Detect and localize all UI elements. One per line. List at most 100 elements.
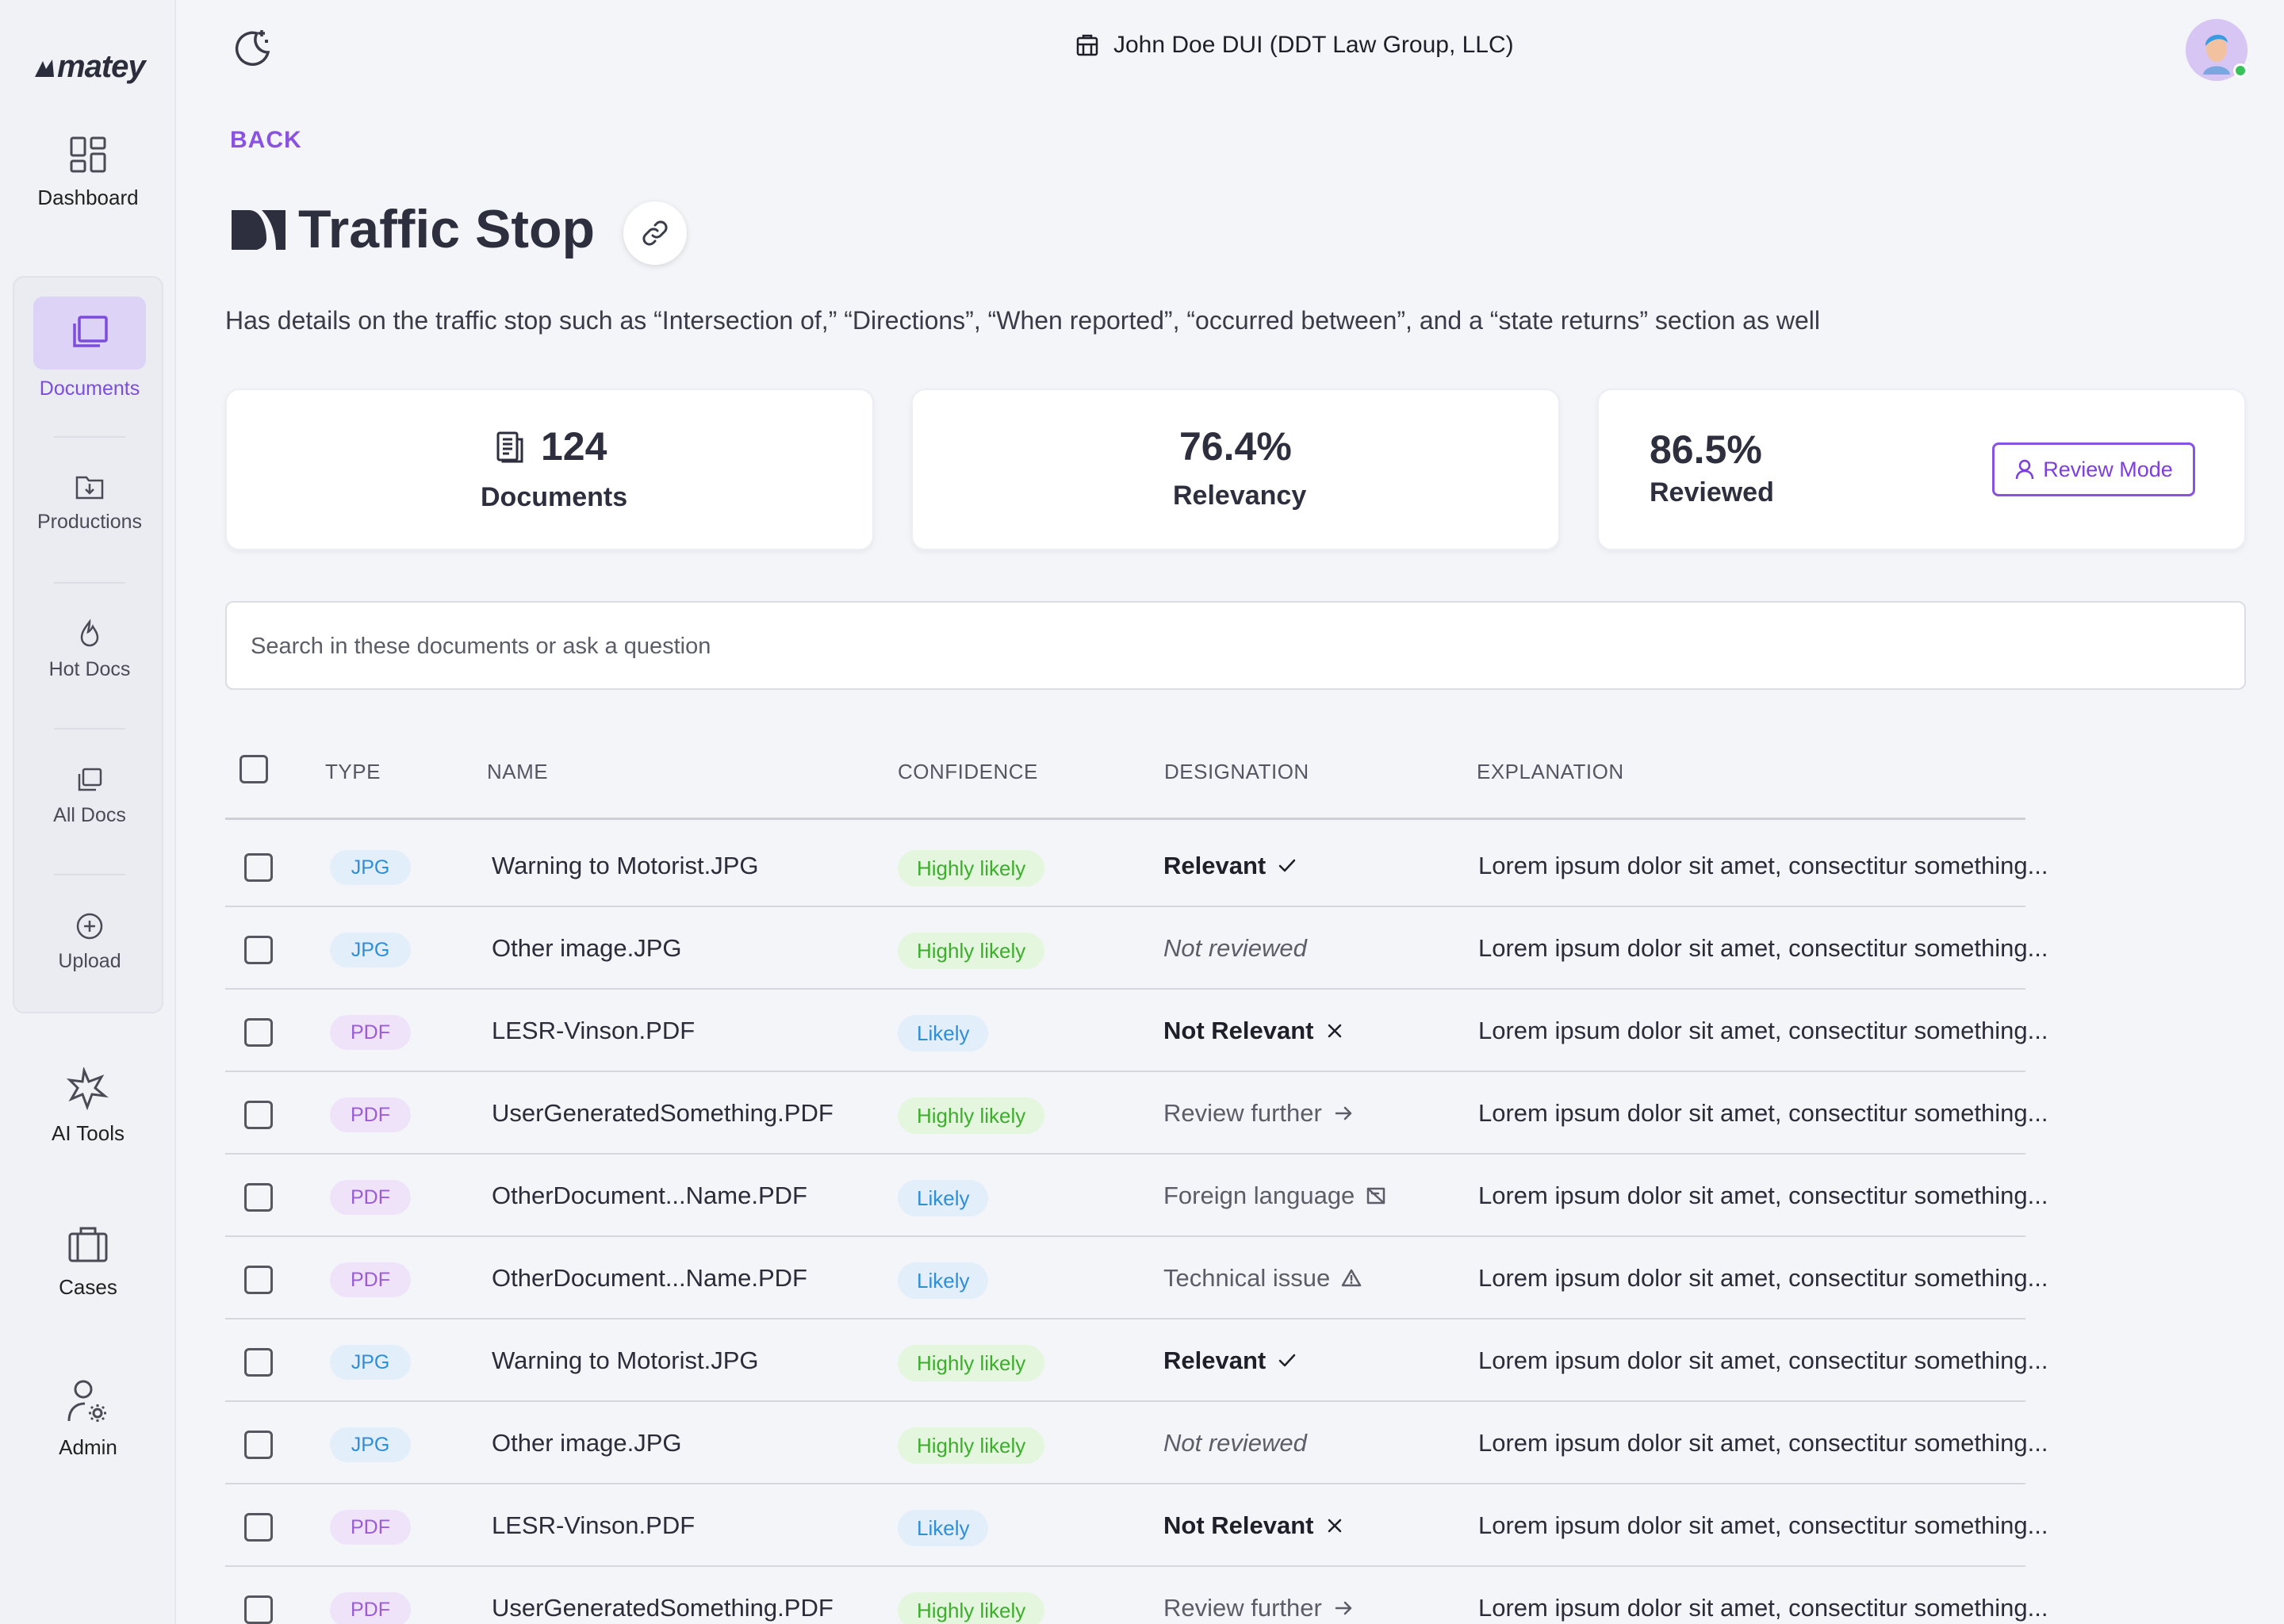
row-checkbox[interactable]	[244, 936, 273, 964]
document-name-link[interactable]: UserGeneratedSomething.PDF	[492, 1594, 834, 1622]
table-row[interactable]: JPG Other image.JPG Highly likely Not revie…	[225, 907, 2048, 990]
divider	[54, 436, 125, 438]
row-checkbox[interactable]	[244, 1266, 273, 1294]
designation-selector[interactable]: Relevant	[1163, 1346, 1297, 1375]
row-checkbox[interactable]	[244, 853, 273, 882]
table-row[interactable]: PDF LESR-Vinson.PDF Likely Not Relevant Lore…	[225, 990, 2048, 1072]
designation-selector[interactable]: Not reviewed	[1163, 934, 1307, 963]
sidebar-item-admin[interactable]: Admin	[0, 1378, 176, 1460]
select-all-checkbox[interactable]	[240, 755, 268, 783]
confidence-badge: Highly likely	[898, 1345, 1045, 1381]
column-header-confidence[interactable]: CONFIDENCE	[898, 760, 1038, 783]
table-row[interactable]: PDF LESR-Vinson.PDF Likely Not Relevant Lore…	[225, 1484, 2048, 1567]
file-type-badge: PDF	[330, 1015, 411, 1050]
document-name-link[interactable]: Warning to Motorist.JPG	[492, 1346, 759, 1374]
sidebar-item-all-docs[interactable]: All Docs	[14, 764, 165, 827]
row-checkbox[interactable]	[244, 1431, 273, 1459]
reviewed-value: 86.5%	[1650, 427, 1762, 472]
table-row[interactable]: JPG Other image.JPG Highly likely Not revie…	[225, 1402, 2048, 1484]
document-count-icon	[496, 431, 523, 463]
user-icon	[2015, 459, 2034, 480]
table-row[interactable]: JPG Warning to Motorist.JPG Highly likely R…	[225, 1320, 2048, 1402]
document-name-link[interactable]: LESR-Vinson.PDF	[492, 1511, 696, 1539]
close-icon	[1328, 1519, 1342, 1533]
dark-mode-toggle[interactable]	[230, 25, 274, 70]
reviewed-stat-card: 86.5% Reviewed	[1597, 389, 2246, 550]
row-checkbox[interactable]	[244, 1018, 273, 1047]
column-header-explanation[interactable]: EXPLANATION	[1477, 760, 1624, 783]
document-name-link[interactable]: Other image.JPG	[492, 1429, 682, 1457]
explanation-text: Lorem ipsum dolor sit amet, consectitur …	[1478, 1594, 2048, 1622]
table-row[interactable]: PDF UserGeneratedSomething.PDF Highly like…	[225, 1567, 2048, 1624]
avatar-image-icon	[2186, 19, 2248, 81]
confidence-badge: Highly likely	[898, 850, 1045, 887]
sidebar-item-dashboard[interactable]: Dashboard	[0, 135, 176, 210]
back-link[interactable]: BACK	[230, 127, 302, 153]
document-name-link[interactable]: Warning to Motorist.JPG	[492, 852, 759, 879]
row-checkbox[interactable]	[244, 1101, 273, 1129]
ai-tools-icon	[67, 1067, 109, 1110]
search-input[interactable]	[251, 626, 2154, 666]
file-type-badge: PDF	[330, 1592, 411, 1624]
copy-link-button[interactable]	[623, 201, 687, 265]
document-name-link[interactable]: UserGeneratedSomething.PDF	[492, 1099, 834, 1127]
warning-icon	[1341, 1269, 1362, 1287]
designation-selector[interactable]: Not Relevant	[1163, 1017, 1345, 1045]
upload-icon	[76, 913, 103, 940]
designation-label: Not reviewed	[1163, 1429, 1307, 1457]
divider	[54, 582, 125, 584]
case-selector[interactable]: John Doe DUI (DDT Law Group, LLC)	[1075, 32, 1514, 59]
page-title: Traffic Stop	[230, 198, 595, 260]
sidebar-item-label: All Docs	[53, 804, 126, 826]
row-checkbox[interactable]	[244, 1348, 273, 1377]
confidence-badge: Likely	[898, 1262, 989, 1299]
file-type-badge: PDF	[330, 1262, 411, 1297]
sidebar-item-upload[interactable]: Upload	[14, 910, 165, 973]
sidebar-item-hot-docs[interactable]: Hot Docs	[14, 619, 165, 681]
designation-selector[interactable]: Not reviewed	[1163, 1429, 1307, 1457]
relevancy-label: Relevancy	[1173, 481, 1307, 511]
sidebar-item-label: Dashboard	[37, 186, 139, 209]
sidebar-item-documents[interactable]: Documents	[14, 297, 165, 400]
avatar[interactable]	[2186, 19, 2248, 81]
designation-selector[interactable]: Foreign language	[1163, 1182, 1386, 1210]
designation-label: Relevant	[1163, 1346, 1267, 1374]
sidebar-item-cases[interactable]: Cases	[0, 1224, 176, 1300]
confidence-badge: Likely	[898, 1510, 989, 1546]
explanation-text: Lorem ipsum dolor sit amet, consectitur …	[1478, 1429, 2048, 1457]
designation-selector[interactable]: Technical issue	[1163, 1264, 1362, 1293]
designation-selector[interactable]: Not Relevant	[1163, 1511, 1345, 1540]
explanation-text: Lorem ipsum dolor sit amet, consectitur …	[1478, 1511, 2048, 1539]
designation-label: Technical issue	[1163, 1264, 1331, 1292]
explanation-text: Lorem ipsum dolor sit amet, consectitur …	[1478, 1182, 2048, 1209]
sidebar-item-productions[interactable]: Productions	[14, 471, 165, 534]
designation-selector[interactable]: Review further	[1163, 1099, 1354, 1128]
designation-selector[interactable]: Review further	[1163, 1594, 1354, 1622]
document-name-link[interactable]: OtherDocument...Name.PDF	[492, 1182, 807, 1209]
confidence-badge: Highly likely	[898, 1097, 1045, 1134]
designation-label: Review further	[1163, 1099, 1322, 1127]
admin-icon	[67, 1380, 106, 1422]
column-header-designation[interactable]: DESIGNATION	[1164, 760, 1309, 783]
documents-icon	[73, 316, 108, 347]
column-header-name[interactable]: NAME	[487, 760, 549, 783]
document-name-link[interactable]: Other image.JPG	[492, 934, 682, 962]
designation-selector[interactable]: Relevant	[1163, 852, 1297, 880]
app-logo[interactable]: matey	[33, 49, 146, 85]
row-checkbox[interactable]	[244, 1513, 273, 1542]
confidence-badge: Likely	[898, 1015, 989, 1051]
column-header-type[interactable]: TYPE	[325, 760, 381, 783]
confidence-badge: Highly likely	[898, 933, 1045, 969]
row-checkbox[interactable]	[244, 1595, 273, 1624]
table-row[interactable]: JPG Warning to Motorist.JPG Highly likely R…	[225, 825, 2048, 907]
document-name-link[interactable]: LESR-Vinson.PDF	[492, 1017, 696, 1044]
table-row[interactable]: PDF UserGeneratedSomething.PDF Highly like…	[225, 1072, 2048, 1155]
review-mode-button[interactable]: Review Mode	[1992, 442, 2195, 496]
review-mode-label: Review Mode	[2043, 457, 2173, 481]
document-name-link[interactable]: OtherDocument...Name.PDF	[492, 1264, 807, 1292]
row-checkbox[interactable]	[244, 1183, 273, 1212]
sidebar-item-ai-tools[interactable]: AI Tools	[0, 1067, 176, 1146]
table-row[interactable]: PDF OtherDocument...Name.PDF Likely Foreign…	[225, 1155, 2048, 1237]
table-row[interactable]: PDF OtherDocument...Name.PDF Likely Technic…	[225, 1237, 2048, 1320]
documents-label: Documents	[481, 482, 628, 512]
